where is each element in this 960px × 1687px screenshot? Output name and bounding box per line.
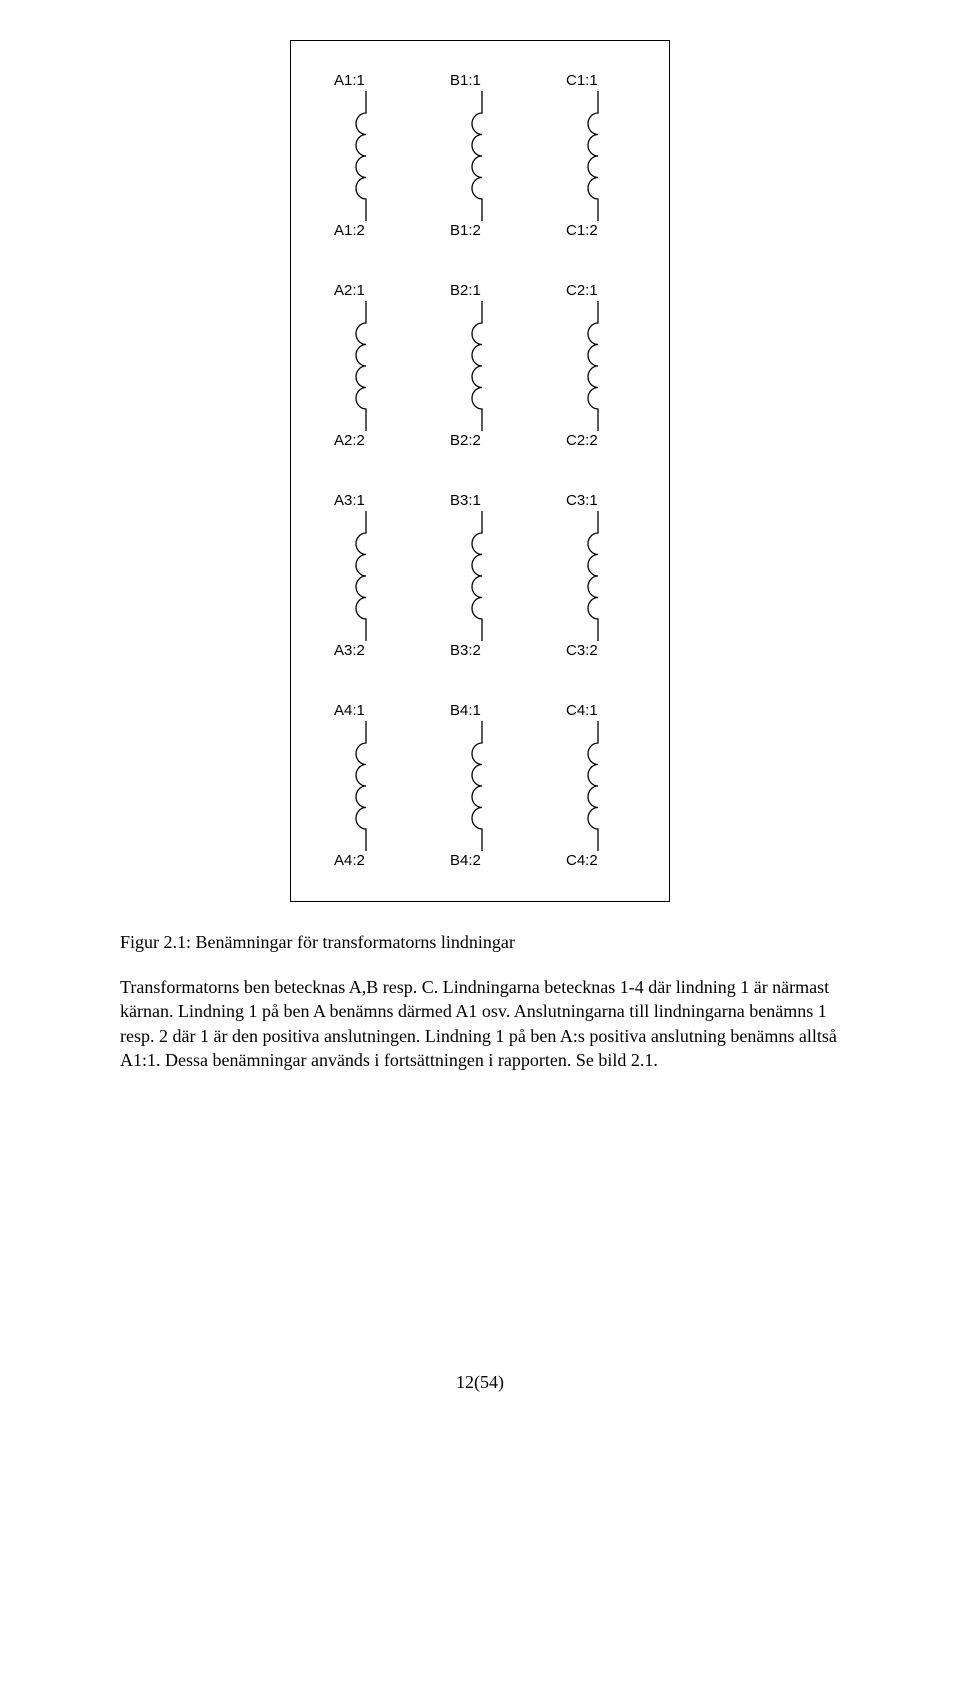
winding-terminal-label-top: B4:1 [450,701,510,721]
winding-cell: B4:1 B4:2 [435,701,525,871]
winding-terminal-label-bottom: B2:2 [450,431,510,451]
winding-terminal-label-bottom: C2:2 [566,431,626,451]
inductor-symbol [576,301,616,431]
winding-terminal-label-bottom: B1:2 [450,221,510,241]
winding-cell: B2:1 B2:2 [435,281,525,451]
winding-terminal-label-bottom: A3:2 [334,641,394,661]
winding-terminal-label-bottom: A2:2 [334,431,394,451]
inductor-icon [344,91,384,221]
winding-cell: C2:1 C2:2 [551,281,641,451]
winding-cell: C4:1 C4:2 [551,701,641,871]
winding-terminal-label-bottom: B4:2 [450,851,510,871]
figure-caption: Figur 2.1: Benämningar för transformator… [120,932,840,953]
inductor-symbol [344,511,384,641]
inductor-icon [460,511,500,641]
winding-terminal-label-bottom: C4:2 [566,851,626,871]
inductor-icon [344,511,384,641]
winding-terminal-label-bottom: A1:2 [334,221,394,241]
winding-cell: B3:1 B3:2 [435,491,525,661]
winding-cell: A3:1 A3:2 [319,491,409,661]
inductor-icon [460,721,500,851]
winding-terminal-label-bottom: C1:2 [566,221,626,241]
winding-terminal-label-bottom: B3:2 [450,641,510,661]
winding-terminal-label-bottom: C3:2 [566,641,626,661]
winding-row: A4:1 A4:2 B4:1 B4:2 C4:1 C4:2 [311,701,649,871]
winding-terminal-label-top: A1:1 [334,71,394,91]
inductor-icon [344,721,384,851]
winding-terminal-label-top: C4:1 [566,701,626,721]
winding-terminal-label-top: C3:1 [566,491,626,511]
body-paragraph: Transformatorns ben betecknas A,B resp. … [120,975,840,1072]
inductor-symbol [344,91,384,221]
inductor-icon [576,721,616,851]
page: A1:1 A1:2 B1:1 B1:2 C1:1 C1:2 A2:1 A2:2 B2:1… [0,0,960,1453]
winding-terminal-label-top: C1:1 [566,71,626,91]
winding-cell: A4:1 A4:2 [319,701,409,871]
winding-row: A1:1 A1:2 B1:1 B1:2 C1:1 C1:2 [311,71,649,241]
winding-terminal-label-top: A3:1 [334,491,394,511]
inductor-icon [344,301,384,431]
inductor-symbol [576,91,616,221]
inductor-icon [460,301,500,431]
winding-row: A3:1 A3:2 B3:1 B3:2 C3:1 C3:2 [311,491,649,661]
winding-row: A2:1 A2:2 B2:1 B2:2 C2:1 C2:2 [311,281,649,451]
inductor-symbol [460,511,500,641]
inductor-symbol [344,301,384,431]
winding-terminal-label-bottom: A4:2 [334,851,394,871]
winding-terminal-label-top: B1:1 [450,71,510,91]
inductor-icon [576,91,616,221]
inductor-symbol [460,721,500,851]
inductor-symbol [460,301,500,431]
winding-cell: A2:1 A2:2 [319,281,409,451]
winding-cell: C3:1 C3:2 [551,491,641,661]
winding-terminal-label-top: A4:1 [334,701,394,721]
inductor-symbol [460,91,500,221]
winding-cell: B1:1 B1:2 [435,71,525,241]
inductor-icon [576,301,616,431]
transformer-winding-diagram: A1:1 A1:2 B1:1 B1:2 C1:1 C1:2 A2:1 A2:2 B2:1… [290,40,670,902]
inductor-symbol [576,511,616,641]
page-number: 12(54) [120,1372,840,1393]
winding-terminal-label-top: B2:1 [450,281,510,301]
winding-cell: A1:1 A1:2 [319,71,409,241]
winding-cell: C1:1 C1:2 [551,71,641,241]
inductor-symbol [344,721,384,851]
winding-terminal-label-top: A2:1 [334,281,394,301]
winding-terminal-label-top: B3:1 [450,491,510,511]
inductor-icon [460,91,500,221]
inductor-icon [576,511,616,641]
inductor-symbol [576,721,616,851]
winding-terminal-label-top: C2:1 [566,281,626,301]
